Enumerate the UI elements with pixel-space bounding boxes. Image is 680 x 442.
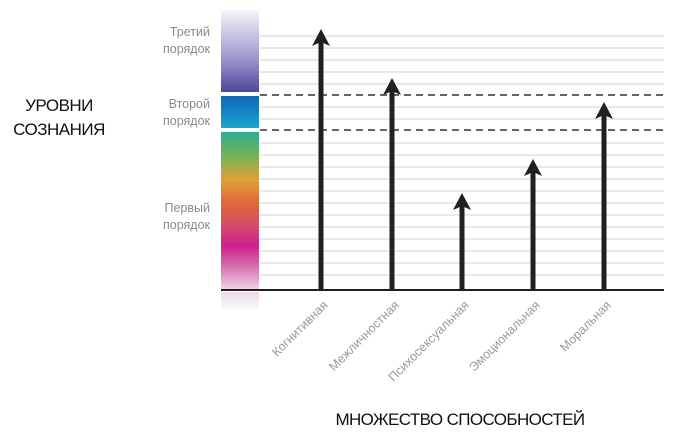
arrow-interpersonal: [383, 78, 401, 290]
second-tier-band: [221, 96, 259, 128]
tier-third-line2: порядок: [162, 42, 210, 56]
y-axis-title-line1: УРОВНИ: [25, 96, 93, 115]
tier-label-first: Первый порядок: [120, 200, 210, 234]
x-axis-title: МНОЖЕСТВО СПОСОБНОСТЕЙ: [335, 410, 585, 429]
arrow-emotional: [524, 159, 542, 290]
first-tier-band: [221, 132, 259, 290]
arrow-psychosexual: [453, 193, 471, 290]
bar-fade-bottom: [221, 292, 259, 310]
development-arrows: [312, 29, 613, 290]
arrow-moral: [595, 102, 613, 290]
third-tier-band: [221, 10, 259, 92]
tier-second-line2: порядок: [162, 114, 210, 128]
arrow-cognitive: [312, 29, 330, 290]
y-axis-title-line2: СОЗНАНИЯ: [13, 120, 105, 139]
tier-label-third: Третий порядок: [120, 24, 210, 58]
tier-third-line1: Третий: [169, 25, 210, 39]
tier-first-line2: порядок: [162, 218, 210, 232]
tier-first-line1: Первый: [164, 201, 211, 215]
tier-boundaries: [260, 94, 664, 131]
tier-second-line1: Второй: [168, 97, 210, 111]
consciousness-color-bar: [221, 10, 259, 310]
tier-label-second: Второй порядок: [120, 96, 210, 130]
y-axis-title: УРОВНИ СОЗНАНИЯ: [0, 94, 118, 142]
